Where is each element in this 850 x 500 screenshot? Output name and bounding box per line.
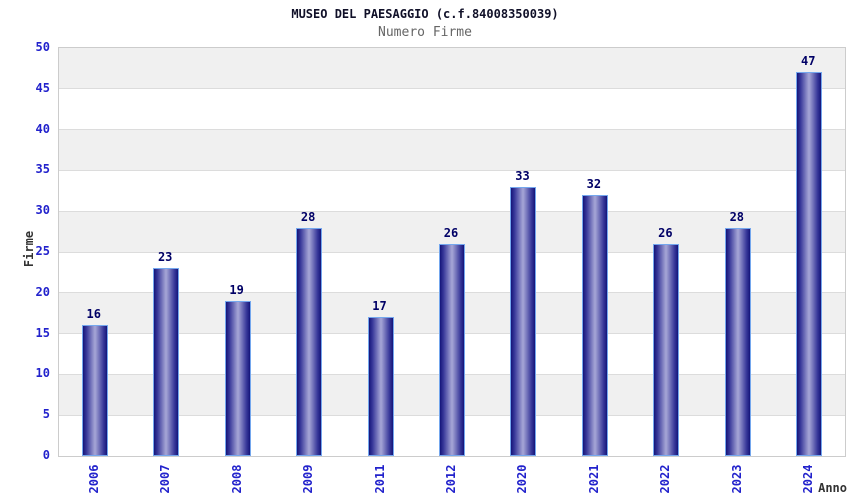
value-label: 32 bbox=[586, 176, 602, 191]
bar-2011 bbox=[367, 317, 394, 456]
y-tick-label: 40 bbox=[35, 121, 50, 136]
value-label: 19 bbox=[229, 282, 244, 297]
y-tick-label: 35 bbox=[35, 162, 50, 177]
x-tick-label: 2008 bbox=[229, 464, 244, 494]
value-label: 26 bbox=[658, 225, 673, 240]
bar-2022 bbox=[653, 243, 680, 456]
value-label: 17 bbox=[372, 299, 387, 314]
x-tick-label: 2012 bbox=[444, 464, 458, 494]
y-tick-label: 30 bbox=[35, 203, 50, 218]
value-label: 26 bbox=[443, 225, 459, 240]
x-tick-label: 2006 bbox=[86, 464, 101, 494]
x-tick-label: 2021 bbox=[586, 464, 601, 494]
plot-area bbox=[58, 47, 846, 457]
x-tick-label: 2007 bbox=[158, 464, 173, 494]
x-tick-label: 2022 bbox=[658, 464, 673, 494]
value-label: 47 bbox=[801, 54, 816, 69]
y-tick-label: 20 bbox=[35, 284, 50, 299]
x-tick-label: 2009 bbox=[301, 464, 316, 494]
x-tick-label: 2023 bbox=[729, 464, 744, 494]
bar-2021 bbox=[581, 194, 608, 456]
chart-subtitle: Numero Firme bbox=[378, 25, 472, 40]
y-tick-label: 15 bbox=[35, 325, 50, 340]
y-tick-label: 10 bbox=[35, 366, 50, 381]
y-tick-label: 5 bbox=[42, 407, 50, 422]
value-label: 16 bbox=[86, 307, 101, 322]
gridline bbox=[59, 210, 845, 212]
x-axis-title: Anno bbox=[818, 481, 847, 495]
bar-2020 bbox=[510, 186, 537, 456]
bar-2012 bbox=[439, 243, 465, 456]
value-label: 23 bbox=[157, 250, 173, 265]
bar-2009 bbox=[296, 227, 323, 456]
x-tick-label: 2011 bbox=[372, 464, 387, 494]
bar-2024 bbox=[796, 72, 823, 456]
chart-title: MUSEO DEL PAESAGGIO (c.f.84008350039) bbox=[291, 7, 559, 21]
value-label: 33 bbox=[515, 168, 530, 183]
y-tick-label: 25 bbox=[35, 244, 50, 258]
value-label: 28 bbox=[300, 209, 316, 224]
bar-2023 bbox=[724, 227, 751, 456]
value-label: 28 bbox=[729, 209, 745, 224]
gridline bbox=[59, 129, 845, 131]
y-tick-label: 0 bbox=[42, 448, 50, 462]
gridline bbox=[59, 169, 845, 171]
y-tick-label: 50 bbox=[35, 40, 50, 54]
x-tick-label: 2020 bbox=[515, 464, 530, 494]
bar-2007 bbox=[153, 268, 180, 456]
bar-2008 bbox=[224, 300, 251, 456]
bar-2006 bbox=[81, 325, 108, 456]
y-tick-label: 45 bbox=[35, 80, 50, 95]
x-tick-label: 2024 bbox=[801, 464, 816, 494]
gridline bbox=[59, 88, 845, 90]
